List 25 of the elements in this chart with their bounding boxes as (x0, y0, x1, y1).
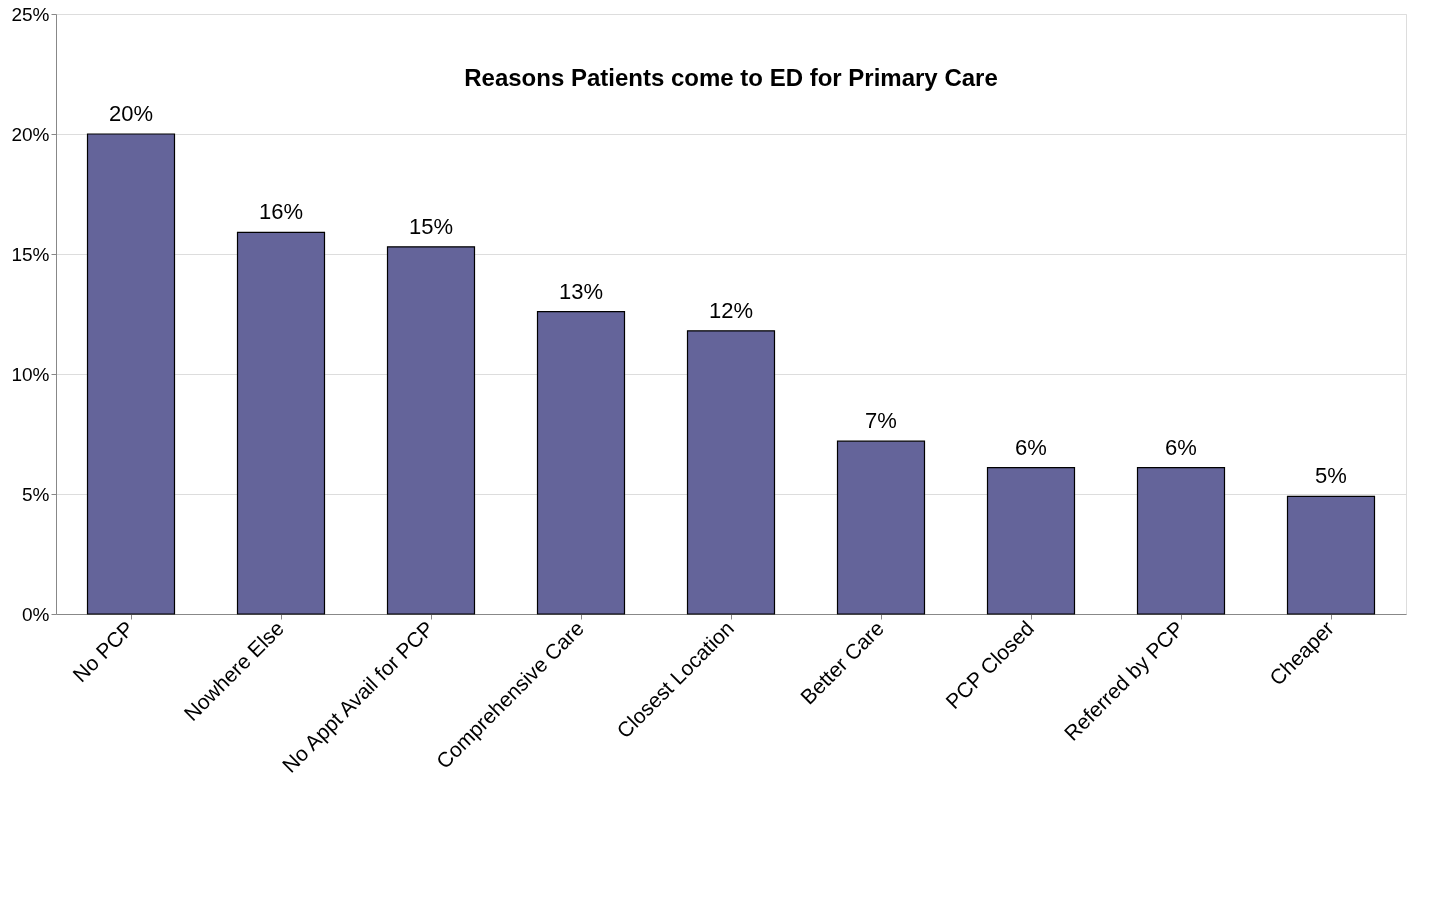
y-tick-label: 25% (11, 3, 50, 25)
bar (1136, 467, 1226, 615)
data-label: 12% (708, 297, 754, 323)
y-tick-label: 20% (11, 123, 50, 145)
data-label: 15% (408, 213, 454, 239)
bar (386, 246, 476, 615)
data-label: 6% (1165, 434, 1197, 460)
data-label: 6% (1015, 434, 1047, 460)
data-label: 20% (108, 101, 154, 126)
bar (1286, 495, 1376, 615)
bar (536, 311, 626, 615)
data-label: 5% (1315, 463, 1347, 489)
y-tick-label: 10% (11, 363, 50, 385)
y-tick-label: 15% (11, 243, 50, 265)
data-label: 7% (865, 408, 897, 434)
bar (986, 467, 1076, 615)
bar (86, 133, 176, 615)
bar (836, 440, 926, 615)
data-label: 13% (558, 278, 604, 304)
bar (236, 231, 326, 615)
data-label: 16% (258, 199, 304, 225)
text: Reasons Patients come to ED for Primary Care (464, 64, 998, 91)
y-tick-label: 5% (22, 483, 50, 505)
bar (686, 330, 776, 615)
y-tick-label: 0% (22, 603, 50, 625)
